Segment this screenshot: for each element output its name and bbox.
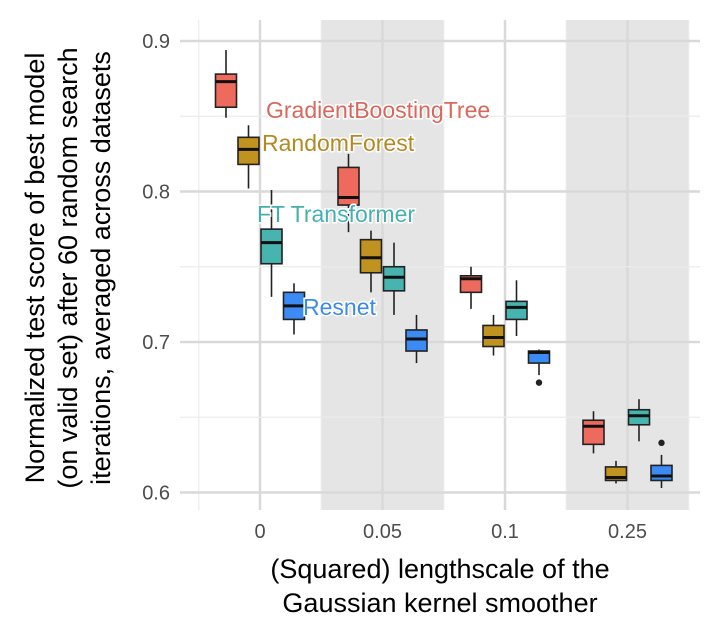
box-iqr <box>582 419 605 446</box>
box-iqr <box>627 408 651 426</box>
box-ft-transformer-0.05 <box>382 242 406 315</box>
x-axis-label-line-1: (Squared) lengthscale of the <box>270 554 609 584</box>
box-ft-transformer-0 <box>260 189 283 297</box>
box-resnet-0.05 <box>405 314 428 364</box>
gridlines <box>180 20 700 510</box>
series-labels: GradientBoostingTree RandomForest FT Trans… <box>256 96 492 322</box>
y-axis-label-line-1: Normalized test score of best model <box>20 53 50 484</box>
box-gradientboostingtree-0.05 <box>337 153 360 233</box>
boxes <box>214 50 673 488</box>
y-tick-label: 0.8 <box>142 182 170 204</box>
y-axis-label-line-2: (on valid set) after 60 random search <box>53 47 83 488</box>
box-gradientboostingtree-0 <box>214 50 238 118</box>
x-tick-label: 0.25 <box>608 521 647 543</box>
box-randomforest-0.25 <box>604 460 628 484</box>
box-iqr <box>405 329 428 352</box>
x-tick-label: 0 <box>254 521 265 543</box>
x-tick-label: 0.1 <box>491 521 519 543</box>
box-iqr <box>359 238 383 274</box>
y-tick-label: 0.9 <box>142 31 170 53</box>
y-axis-label-line-3: iterations, averaged across datasets <box>86 51 116 485</box>
series-label-randomforest: RandomForest <box>262 130 415 156</box>
y-tick-label: 0.7 <box>142 332 170 354</box>
outlier-point <box>658 439 665 447</box>
box-iqr <box>382 265 406 292</box>
x-axis-label-line-2: Gaussian kernel smoother <box>282 588 597 618</box>
box-iqr <box>337 166 360 206</box>
box-iqr <box>237 136 260 166</box>
x-tick-label: 0.05 <box>363 521 402 543</box>
series-label-ft-transformer: FT Transformer <box>257 201 415 227</box>
series-label-resnet: Resnet <box>303 294 376 320</box>
y-tick-label: 0.6 <box>142 483 170 505</box>
box-iqr <box>214 73 238 109</box>
box-gradientboostingtree-0.25 <box>582 411 605 454</box>
box-resnet-0 <box>282 283 306 335</box>
box-randomforest-0.05 <box>359 230 383 293</box>
series-label-gradientboostingtree: GradientBoostingTree <box>266 97 490 123</box>
box-resnet-0.1 <box>527 349 551 386</box>
box-iqr <box>482 324 505 348</box>
box-ft-transformer-0.1 <box>505 280 528 336</box>
box-iqr <box>505 300 528 321</box>
box-gradientboostingtree-0.1 <box>459 266 483 309</box>
box-resnet-0.25 <box>650 439 673 488</box>
box-iqr <box>650 464 673 482</box>
box-ft-transformer-0.25 <box>627 399 651 442</box>
outlier-point <box>535 379 543 386</box>
box-iqr <box>527 350 551 364</box>
y-tick-labels: 0.6 0.7 0.8 0.9 <box>142 31 170 505</box>
box-randomforest-0 <box>237 125 260 189</box>
x-tick-labels: 0 0.05 0.1 0.25 <box>254 521 647 543</box>
box-iqr <box>260 228 283 265</box>
box-randomforest-0.1 <box>482 314 505 356</box>
